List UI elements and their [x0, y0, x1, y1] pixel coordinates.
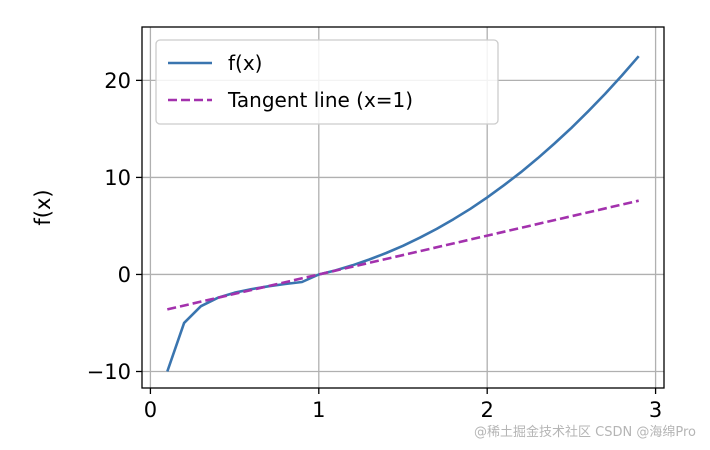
legend-label: Tangent line (x=1)	[227, 88, 413, 112]
legend-box	[155, 39, 499, 125]
watermark-line1: @稀土掘金技术社区	[474, 425, 592, 440]
series-line-tangent	[167, 199, 639, 311]
ticks-layer: 0 1 2 3 −10 0 10 20	[87, 69, 663, 422]
x-tick-label: 3	[649, 398, 662, 422]
series-layer	[166, 55, 640, 372]
legend-label: f(x)	[228, 51, 262, 75]
y-tick-label: −10	[87, 360, 131, 384]
plot-frame	[141, 26, 665, 389]
y-tick-label: 10	[104, 166, 131, 190]
x-tick-label: 2	[481, 398, 494, 422]
y-tick-label: 0	[118, 263, 131, 287]
watermark-line2: CSDN @海绵Pro	[595, 425, 696, 440]
legend: f(x) Tangent line (x=1)	[155, 39, 499, 125]
x-tick-label: 1	[312, 398, 325, 422]
y-axis-label: f(x)	[31, 189, 55, 225]
y-tick-label: 20	[104, 69, 131, 93]
watermark: @稀土掘金技术社区 CSDN @海绵Pro	[474, 421, 696, 440]
x-tick-label: 0	[144, 398, 157, 422]
